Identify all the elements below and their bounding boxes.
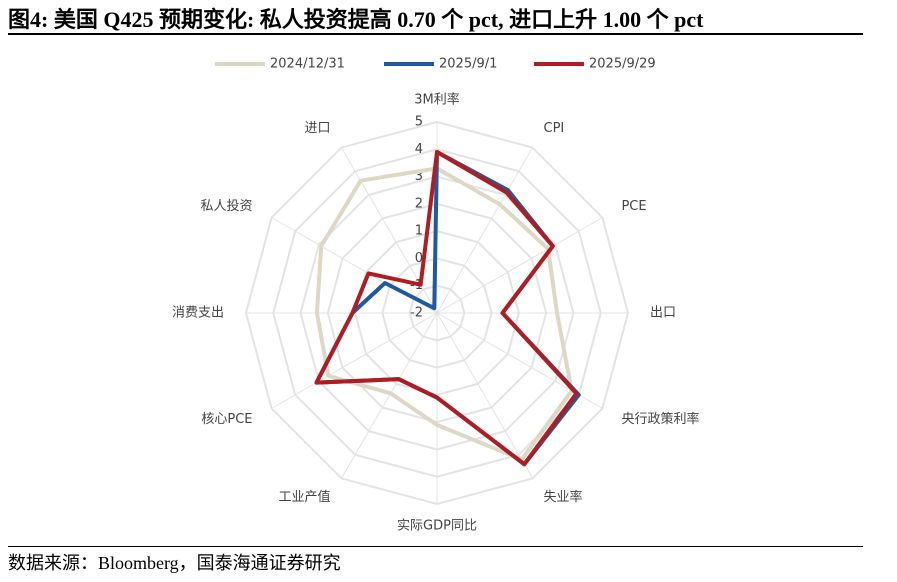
category-label: CPI bbox=[544, 121, 565, 136]
legend-label: 2024/12/31 bbox=[270, 57, 345, 72]
spoke bbox=[271, 312, 438, 409]
tick-label: 1 bbox=[415, 224, 423, 239]
category-label: 私人投资 bbox=[201, 198, 253, 214]
category-label: 消费支出 bbox=[172, 306, 224, 321]
tick-label: 5 bbox=[415, 115, 423, 130]
category-label: 失业率 bbox=[544, 489, 583, 505]
source-note: 数据来源：Bloomberg，国泰海通证券研究 bbox=[8, 553, 341, 573]
spoke bbox=[436, 312, 533, 479]
series-line bbox=[314, 150, 579, 467]
category-label: 实际GDP同比 bbox=[397, 519, 477, 534]
spoke bbox=[436, 217, 603, 314]
series-line bbox=[314, 166, 574, 462]
category-label: PCE bbox=[621, 199, 646, 214]
spoke bbox=[436, 147, 533, 314]
category-label: 核心PCE bbox=[201, 412, 252, 427]
tick-label: 0 bbox=[415, 251, 423, 266]
legend-label: 2025/9/1 bbox=[439, 57, 497, 72]
legend-label: 2025/9/29 bbox=[589, 57, 656, 72]
category-label: 工业产值 bbox=[278, 489, 330, 505]
tick-label: -2 bbox=[410, 306, 423, 321]
spoke bbox=[341, 312, 438, 479]
chart-title: 图4: 美国 Q425 预期变化: 私人投资提高 0.70 个 pct, 进口上… bbox=[8, 7, 704, 32]
category-label: 3M利率 bbox=[414, 92, 460, 108]
note-rule bbox=[8, 546, 863, 547]
category-label: 出口 bbox=[650, 306, 676, 321]
title-rule bbox=[8, 33, 863, 35]
tick-label: 4 bbox=[415, 142, 423, 157]
category-label: 央行政策利率 bbox=[621, 411, 699, 427]
category-label: 进口 bbox=[304, 121, 330, 136]
tick-label: 2 bbox=[415, 196, 423, 211]
tick-label: 3 bbox=[415, 169, 423, 184]
